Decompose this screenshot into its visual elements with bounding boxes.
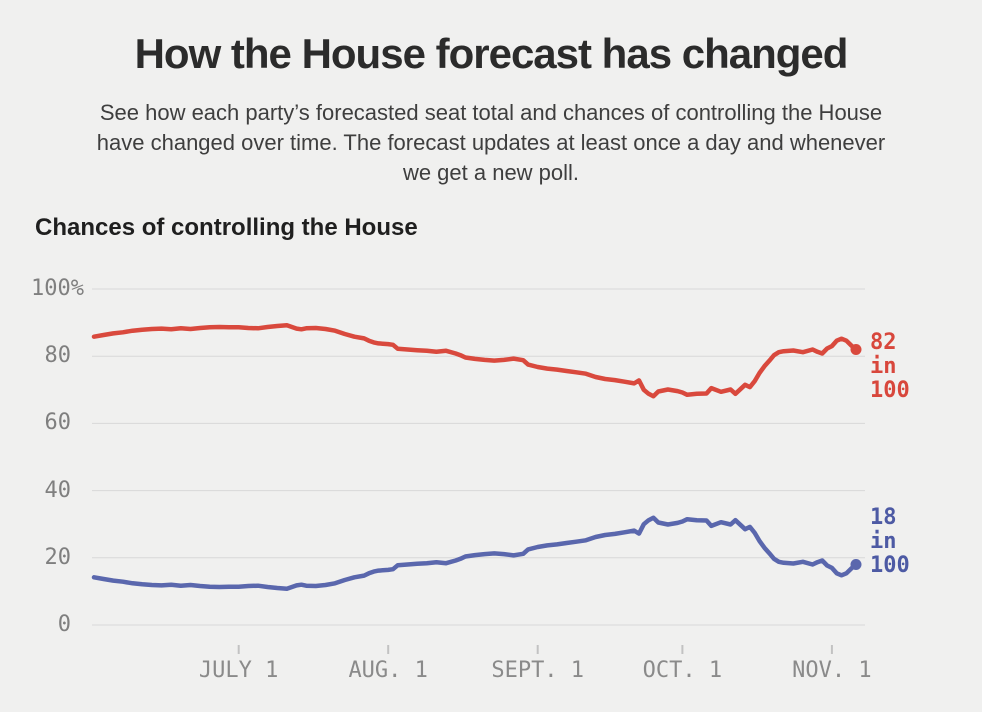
subtitle-line-1: See how each party’s forecasted seat tot… [99,100,883,125]
red-end-dot [850,344,862,355]
red-forecast-line [91,323,859,399]
y-axis-label-20: 20 [44,544,72,570]
blue-series-end-label: 18 in 100 [870,506,910,578]
y-axis-label-0: 0 [57,612,71,637]
y-axis-label-60: 60 [44,410,72,436]
x-axis-label-sept1: SEPT. 1 [491,658,585,683]
y-axis-label-80: 80 [44,343,72,369]
y-axis-label-40: 40 [44,477,72,503]
y-axis-label-100pct: 100% [31,276,84,301]
chart-title: Chances of controlling the House [35,214,418,241]
red-end-label-value: 82 [870,330,897,355]
x-axis-label-july1: JULY 1 [198,658,279,683]
red-end-label-in: in [870,354,897,379]
red-end-label-100: 100 [870,378,910,403]
subtitle-line-3: we get a new poll. [402,160,580,185]
blue-end-label-in: in [870,529,897,554]
blue-end-label-100: 100 [870,553,910,578]
x-axis-label-aug1: AUG. 1 [348,658,428,683]
red-series-end-label: 82 in 100 [870,331,910,403]
x-axis-label-nov1: NOV. 1 [792,658,872,683]
blue-forecast-line [91,515,859,591]
x-axis-label-oct1: OCT. 1 [642,658,723,683]
blue-end-dot [850,559,862,570]
page-title: How the House forecast has changed [134,30,849,77]
page-subtitle: See how each party’s forecasted seat tot… [21,98,961,188]
blue-end-label-value: 18 [870,505,897,530]
subtitle-line-2: have changed over time. The forecast upd… [96,130,886,155]
